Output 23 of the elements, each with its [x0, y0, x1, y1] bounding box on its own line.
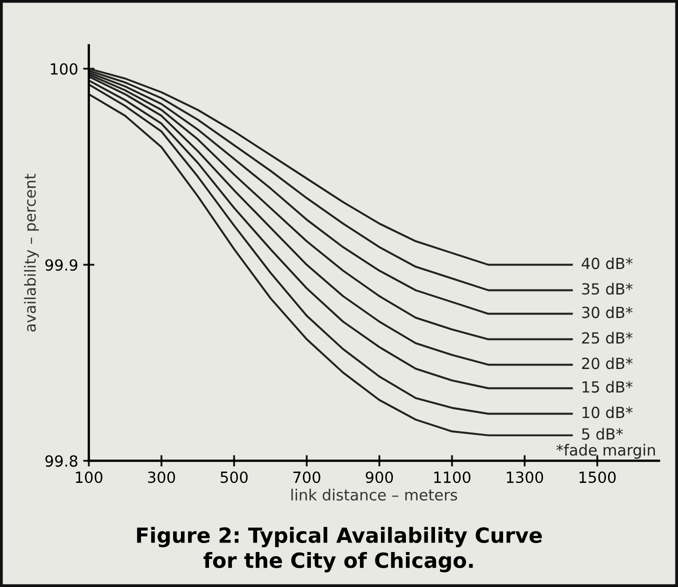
x-tick-label: 1100: [434, 471, 470, 484]
x-tick-label: 700: [293, 471, 320, 484]
annotation: *fade margin: [556, 444, 655, 459]
x-tick-label: 300: [148, 471, 176, 484]
y-tick-label: 100: [50, 63, 78, 75]
series-label: 25 dB*: [582, 332, 633, 344]
y-tick-label: 99.8: [45, 455, 78, 467]
series-label: 35 dB*: [582, 282, 633, 295]
series-label: 20 dB*: [582, 357, 633, 370]
y-axis-title: availability – percent: [24, 174, 39, 332]
x-tick-label: 900: [366, 471, 393, 484]
series-label: 10 dB*: [582, 406, 633, 418]
series-label: 15 dB*: [582, 380, 633, 393]
series-label: 40 dB*: [582, 257, 633, 270]
x-tick-label: 500: [220, 471, 248, 484]
y-tick-label: 99.9: [45, 259, 78, 271]
x-axis-title: link distance – meters: [291, 488, 458, 501]
x-tick-label: 100: [76, 471, 102, 484]
x-tick-label: 1300: [506, 471, 544, 484]
series-label: 30 dB*: [582, 306, 633, 318]
x-tick-label: 1500: [580, 471, 616, 484]
text: Figure 2: Typical Availability Curve for the City of Chicago.: [137, 526, 542, 572]
series-label: 5 dB*: [582, 428, 623, 440]
